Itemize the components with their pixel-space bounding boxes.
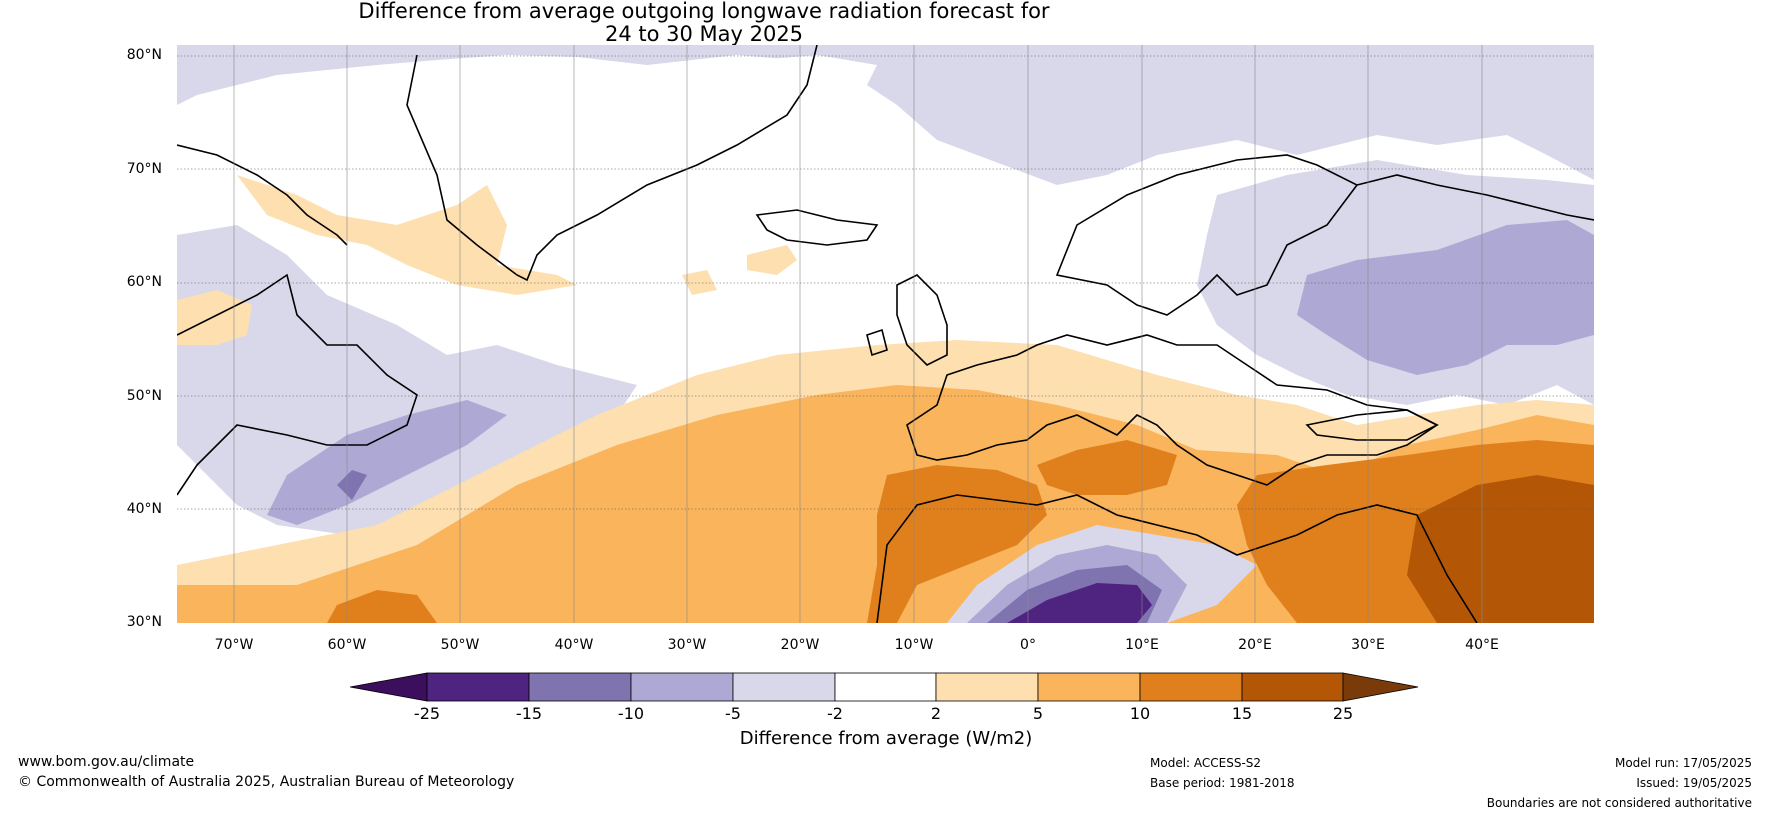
colorbar-tick: -15 (515, 704, 543, 723)
colorbar-segment-min (350, 672, 428, 702)
colorbar-tick: 5 (1032, 704, 1044, 723)
colorbar-tick: 10 (1129, 704, 1151, 723)
meridians (233, 45, 1483, 623)
anomaly-region-light-orange-midatlantic (682, 245, 797, 295)
lon-label-30w: 30°W (667, 637, 707, 653)
colorbar-tick: -5 (725, 704, 741, 723)
anomaly-region-light-orange-greenland (237, 175, 577, 295)
colorbar-segment-max (1342, 672, 1419, 702)
colorbar-segment (528, 672, 632, 702)
colorbar-segment (834, 672, 937, 702)
lon-label-40w: 40°W (554, 637, 594, 653)
coastline-greenland (177, 45, 818, 282)
coastline-iceland (755, 209, 879, 246)
colorbar-segment (1037, 672, 1141, 702)
lon-label-60w: 60°W (327, 637, 367, 653)
anomaly-region-dark-orange-africa (867, 465, 1047, 623)
anomaly-region-purple-west (267, 400, 507, 525)
colorbar-segment (935, 672, 1039, 702)
lat-label-30n: 30°N (126, 614, 162, 630)
colorbar-tick: 15 (1231, 704, 1253, 723)
colorbar-tick: -10 (617, 704, 645, 723)
anomaly-region-dark-orange-sw (327, 590, 437, 623)
lon-label-10e: 10°E (1125, 637, 1159, 653)
model-run-date: Model run: 17/05/2025 (1614, 756, 1752, 770)
colorbar (350, 672, 1419, 702)
anomaly-region-purple-east (1297, 220, 1594, 375)
colorbar-tick: 2 (930, 704, 942, 723)
chart-title: Difference from average outgoing longwav… (0, 0, 1408, 46)
graticule (177, 55, 1594, 510)
base-period: Base period: 1981-2018 (1150, 776, 1295, 790)
colorbar-segment (1241, 672, 1344, 702)
colorbar-tick: -25 (413, 704, 441, 723)
lat-label-40n: 40°N (126, 501, 162, 517)
colorbar-tick: -2 (827, 704, 843, 723)
lon-label-40e: 40°E (1465, 637, 1499, 653)
lat-label-70n: 70°N (126, 161, 162, 177)
colorbar-segment (1139, 672, 1243, 702)
colorbar-segment (732, 672, 836, 702)
colorbar-title: Difference from average (W/m2) (739, 728, 1033, 749)
coastline-scandinavia (1055, 154, 1359, 316)
anomaly-region-neutral-greenland (377, 55, 827, 255)
lat-label-80n: 80°N (126, 47, 162, 63)
coastline-uk (866, 274, 948, 366)
lon-label-70w: 70°W (214, 637, 254, 653)
coastline-north-africa (876, 494, 1478, 623)
coastline-europe (906, 334, 1439, 486)
anomaly-region-light-orange-labrador (177, 290, 252, 345)
anomaly-region-deep-purple-west (337, 470, 367, 500)
lon-label-10w: 10°W (894, 637, 934, 653)
lon-label-20e: 20°E (1238, 637, 1272, 653)
lon-label-0: 0° (1020, 637, 1036, 653)
colorbar-segment (426, 672, 530, 702)
lat-label-60n: 60°N (126, 274, 162, 290)
coastlines (177, 45, 1594, 623)
lon-label-50w: 50°W (440, 637, 480, 653)
lat-label-50n: 50°N (126, 388, 162, 404)
coastline-russia (1356, 174, 1594, 221)
title-line-1: Difference from average outgoing longwav… (358, 0, 1050, 23)
map-panel (177, 45, 1594, 623)
anomaly-region-darkest-purple-sahara (1007, 583, 1152, 623)
lon-label-20w: 20°W (780, 637, 820, 653)
lon-label-30e: 30°E (1351, 637, 1385, 653)
copyright-text: © Commonwealth of Australia 2025, Austra… (18, 774, 515, 790)
website-link[interactable]: www.bom.gov.au/climate (18, 754, 195, 770)
issued-date: Issued: 19/05/2025 (1636, 776, 1752, 790)
map-svg (177, 45, 1594, 623)
colorbar-tick: 25 (1332, 704, 1354, 723)
title-line-2: 24 to 30 May 2025 (604, 22, 804, 46)
coastline-black-sea (1305, 409, 1439, 441)
boundaries-disclaimer: Boundaries are not considered authoritat… (1486, 796, 1752, 810)
colorbar-segment (630, 672, 734, 702)
coastline-labrador (177, 273, 418, 496)
model-name: Model: ACCESS-S2 (1150, 756, 1262, 770)
